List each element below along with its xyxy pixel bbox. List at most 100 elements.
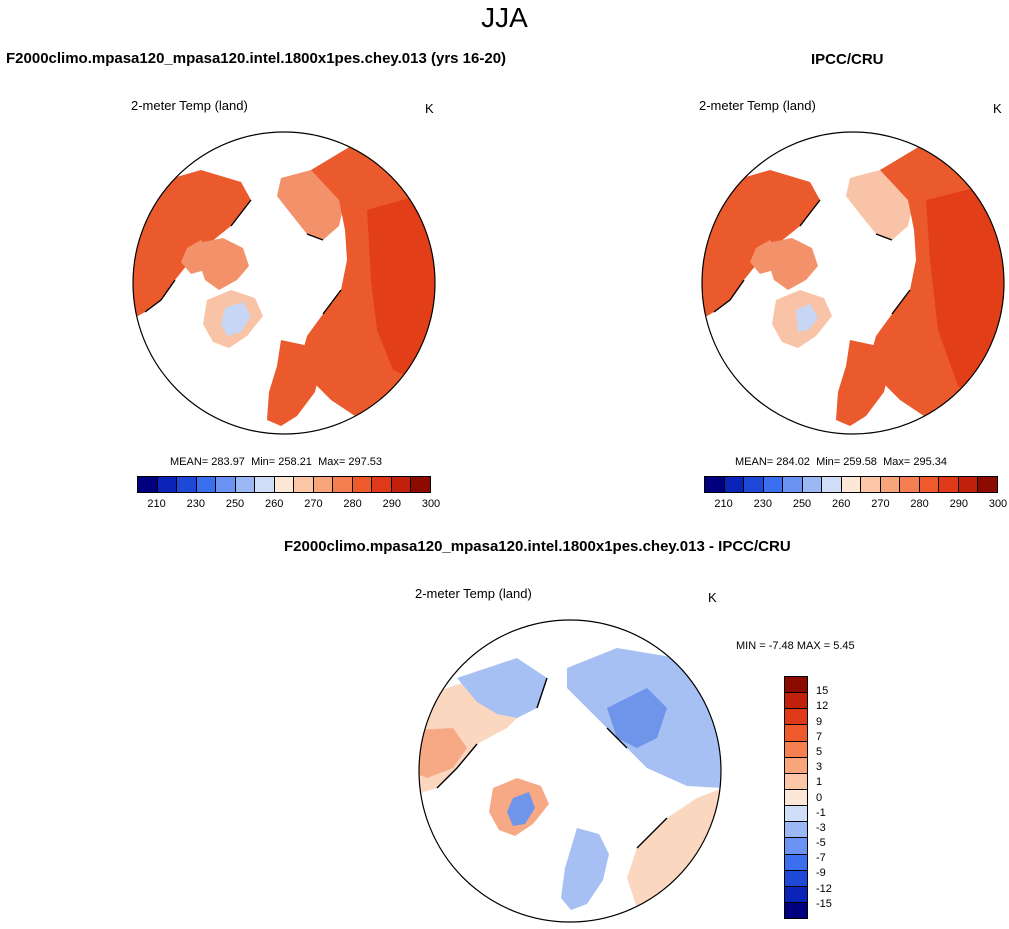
colorbar-swatch xyxy=(958,477,979,492)
diff-units-label: K xyxy=(708,590,717,605)
min-value: -7.48 xyxy=(768,640,794,652)
model-polar-map xyxy=(132,131,436,435)
arctic-islands-region xyxy=(181,240,211,274)
mean-value: 283.97 xyxy=(211,456,245,468)
greenland-ice-region xyxy=(796,304,818,332)
max-value: 295.34 xyxy=(913,456,947,468)
colorbar-tick-label: 0 xyxy=(816,791,823,804)
colorbar-swatch xyxy=(783,477,803,492)
colorbar-swatch xyxy=(744,477,764,492)
colorbar-swatch xyxy=(785,870,807,887)
colorbar-swatch xyxy=(785,773,807,790)
colorbar-swatch xyxy=(724,477,745,492)
colorbar-tick-label: 230 xyxy=(186,498,205,510)
colorbar-swatch xyxy=(978,477,997,492)
colorbar-swatch xyxy=(785,838,807,855)
colorbar-tick-label: 3 xyxy=(816,761,823,774)
min-label: MIN = xyxy=(736,640,766,652)
colorbar-swatch xyxy=(841,477,862,492)
central-asia-region xyxy=(367,190,435,390)
north-america-west-region xyxy=(133,170,251,320)
canada-north-region xyxy=(768,238,818,290)
colorbar-tick-label: -15 xyxy=(816,897,832,910)
obs-colorbar xyxy=(704,476,998,493)
obs-stats: MEAN= 284.02 Min= 259.58 Max= 295.34 xyxy=(735,456,947,468)
colorbar-tick-label: 290 xyxy=(949,498,968,510)
colorbar-swatch xyxy=(861,477,881,492)
colorbar-swatch xyxy=(235,477,256,492)
colorbar-swatch xyxy=(939,477,959,492)
colorbar-swatch xyxy=(919,477,940,492)
colorbar-tick-label: 230 xyxy=(753,498,772,510)
arctic-islands-region xyxy=(750,240,780,274)
obs-field-label: 2-meter Temp (land) xyxy=(699,98,816,113)
colorbar-tick-label: 210 xyxy=(147,498,166,510)
colorbar-tick-label: -9 xyxy=(816,867,826,880)
model-colorbar-ticks: 210 230 250 260 270 280 290 300 xyxy=(137,498,440,512)
colorbar-tick-label: 15 xyxy=(816,685,829,698)
coastlines xyxy=(713,199,911,315)
mean-label: MEAN= xyxy=(735,456,774,468)
mean-value: 284.02 xyxy=(776,456,810,468)
alaska-region xyxy=(457,658,547,718)
coastlines xyxy=(436,677,668,849)
model-colorbar xyxy=(137,476,431,493)
colorbar-swatch xyxy=(785,677,807,694)
colorbar-swatch xyxy=(138,477,158,492)
colorbar-swatch xyxy=(274,477,295,492)
coastlines xyxy=(144,199,342,315)
colorbar-swatch xyxy=(255,477,275,492)
colorbar-tick-label: 300 xyxy=(421,498,441,510)
colorbar-swatch xyxy=(785,822,807,839)
max-label: MAX = xyxy=(796,640,831,652)
colorbar-tick-label: -3 xyxy=(816,821,826,834)
diff-colorbar xyxy=(784,676,808,919)
min-label: Min= xyxy=(816,456,841,468)
colorbar-swatch xyxy=(785,902,807,919)
colorbar-swatch xyxy=(196,477,217,492)
mean-label: MEAN= xyxy=(170,456,209,468)
scandinavia-region xyxy=(561,828,609,910)
colorbar-swatch xyxy=(880,477,901,492)
colorbar-swatch xyxy=(177,477,197,492)
max-label: Max= xyxy=(883,456,911,468)
colorbar-tick-label: -7 xyxy=(816,852,826,865)
colorbar-swatch xyxy=(785,789,807,807)
colorbar-swatch xyxy=(785,757,807,774)
diff-polar-map xyxy=(418,619,722,923)
colorbar-tick-label: -1 xyxy=(816,806,826,819)
max-value: 297.53 xyxy=(348,456,382,468)
colorbar-tick-label: 12 xyxy=(816,700,829,713)
figure-title: JJA xyxy=(481,2,528,33)
colorbar-swatch xyxy=(391,477,412,492)
colorbar-swatch xyxy=(900,477,920,492)
colorbar-swatch xyxy=(352,477,373,492)
colorbar-swatch xyxy=(785,725,807,742)
colorbar-tick-label: 270 xyxy=(304,498,323,510)
colorbar-swatch xyxy=(785,854,807,871)
greenland-ice-region xyxy=(221,302,251,336)
diff-colorbar-ticks: 15 12 9 7 5 3 1 0 -1 -3 -5 -7 -9 -12 -15 xyxy=(816,676,856,919)
map-boundary xyxy=(701,131,1005,435)
colorbar-swatch xyxy=(785,806,807,823)
scandinavia-region xyxy=(836,340,890,426)
map-boundary xyxy=(132,131,436,435)
diff-minmax: MIN = -7.48 MAX = 5.45 xyxy=(736,640,855,652)
obs-units-label: K xyxy=(993,101,1002,116)
colorbar-swatch xyxy=(294,477,314,492)
colorbar-tick-label: 250 xyxy=(225,498,245,510)
model-panel-title: F2000climo.mpasa120_mpasa120.intel.1800x… xyxy=(6,50,507,67)
colorbar-tick-label: -5 xyxy=(816,837,826,850)
colorbar-swatch xyxy=(785,709,807,726)
colorbar-tick-label: -12 xyxy=(816,882,832,895)
colorbar-tick-label: 9 xyxy=(816,715,823,728)
obs-polar-map xyxy=(701,131,1005,435)
scandinavia-region xyxy=(267,340,321,426)
colorbar-swatch xyxy=(157,477,178,492)
colorbar-tick-label: 1 xyxy=(816,776,823,789)
colorbar-tick-label: 250 xyxy=(792,498,812,510)
obs-colorbar-ticks: 210 230 250 260 270 280 290 300 xyxy=(704,498,1007,512)
colorbar-tick-label: 280 xyxy=(343,498,362,510)
colorbar-tick-label: 7 xyxy=(816,730,823,743)
colorbar-swatch xyxy=(411,477,430,492)
